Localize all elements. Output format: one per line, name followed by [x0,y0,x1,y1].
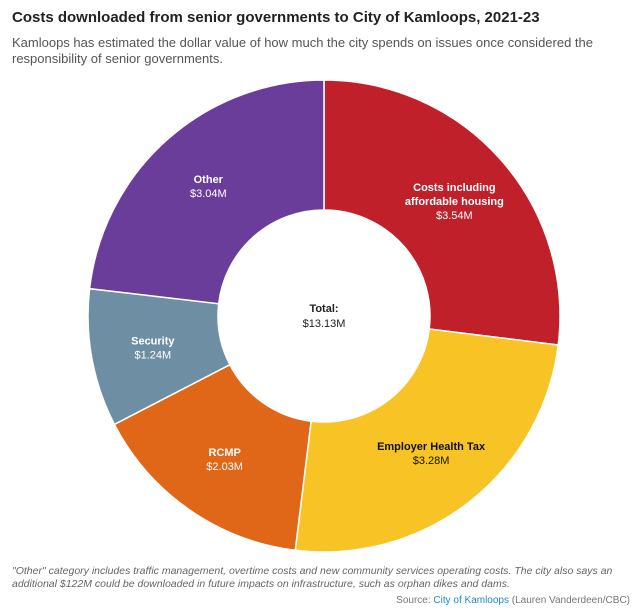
slice-name: Employer Health Tax [377,441,486,453]
slice-name: affordable housing [405,196,504,208]
slice-name: Other [194,174,224,186]
slice-employer-health-tax[interactable] [294,328,560,553]
slice-label-other: Other $3.04M [190,174,227,200]
slice-name: Security [131,335,175,347]
slice-other[interactable] [88,79,325,305]
slice-value: $2.03M [206,461,243,473]
slice-name: Costs including [413,182,496,194]
center-label-value: $13.13M [303,318,346,330]
slice-rcmp[interactable] [113,363,312,552]
slice-label-rcmp: RCMP $2.03M [206,447,243,473]
source-link[interactable]: City of Kamloops [433,595,509,606]
slice-value: $3.54M [436,210,473,222]
slice-value: $3.04M [190,188,227,200]
slice-label-costs-including-affordable-housing: Costs including affordable housing $3.54M [405,182,504,222]
source-prefix: Source: [396,595,431,606]
chart-subtitle: Kamloops has estimated the dollar value … [12,35,594,66]
center-label-title: Total: [309,303,338,315]
slice-value: $3.28M [413,455,450,467]
slice-name: RCMP [208,447,240,459]
slice-label-employer-health-tax: Employer Health Tax $3.28M [377,441,486,467]
slice-value: $1.24M [134,349,171,361]
source-credit: (Lauren Vanderdeen/CBC) [511,595,630,606]
chart-title: Costs downloaded from senior governments… [12,9,540,26]
slice-label-security: Security $1.24M [131,335,175,361]
source-line: Source: City of Kamloops (Lauren Vanderd… [396,595,630,606]
donut-chart: Costs including affordable housing $3.54M E… [87,79,561,553]
slice-costs-including-affordable-housing[interactable] [323,79,561,346]
footnote: "Other" category includes traffic manage… [12,565,613,590]
